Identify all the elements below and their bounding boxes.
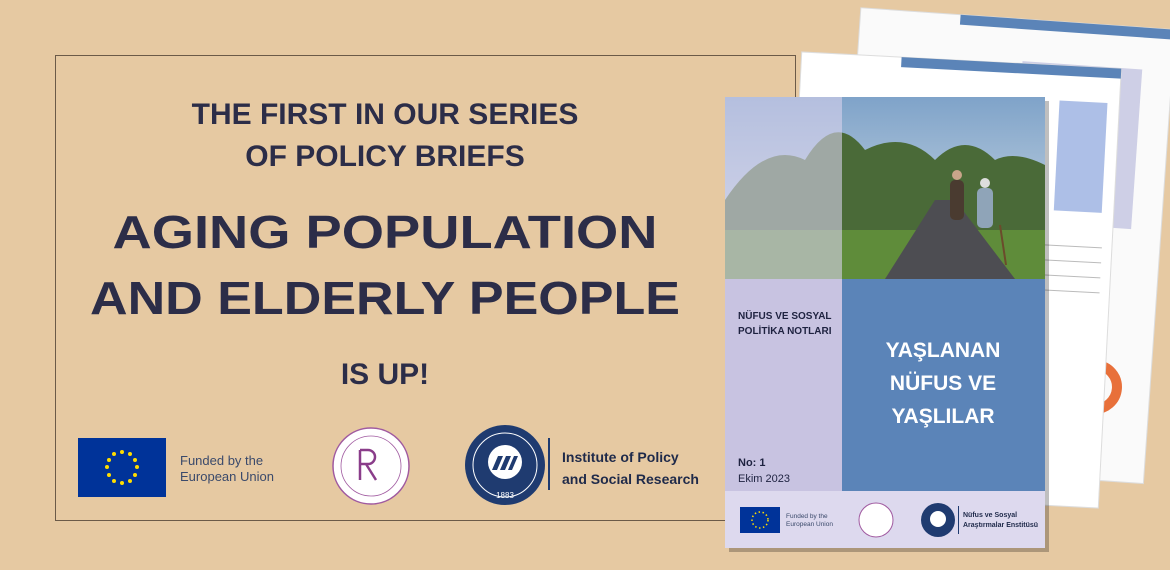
title-line: AGING POPULATION <box>113 206 658 258</box>
series-text: POLİTİKA NOTLARI <box>738 324 832 337</box>
cover-eu-flag <box>740 507 780 533</box>
page-header <box>959 14 1170 40</box>
cover-eu-text: Funded by the <box>786 513 828 520</box>
cover-left-panel <box>725 279 842 491</box>
cover-eu-stars <box>751 511 769 529</box>
cover-university-emblem <box>930 511 946 527</box>
cover-title-panel <box>842 279 1045 491</box>
cover-title: YAŞLANAN <box>886 339 1001 362</box>
photo-path <box>885 200 1015 279</box>
photo-fade <box>725 97 842 279</box>
cover-institute-text: Nüfus ve Sosyal <box>963 512 1017 519</box>
cover-divider <box>958 506 959 534</box>
rsp-mark <box>358 448 378 481</box>
eu-text: European Union <box>180 469 274 484</box>
institute-text: and Social Research <box>562 471 699 487</box>
university-year: 1883 <box>496 491 514 500</box>
rsp-logo <box>332 427 410 505</box>
intro-line: THE FIRST IN OUR SERIES <box>192 98 579 131</box>
photo-people <box>950 170 1007 266</box>
divider <box>548 438 550 490</box>
cover: NÜFUS VE SOSYAL POLİTİKA NOTLARI YAŞLANA… <box>725 97 1049 552</box>
cover-institute-text: Araştırmalar Enstitüsü <box>963 522 1038 529</box>
cover-rsp-logo <box>858 502 894 538</box>
issue-date: Ekim 2023 <box>738 473 790 485</box>
cover-title: YAŞLILAR <box>891 405 994 428</box>
page-lines <box>1039 244 1102 294</box>
eu-stars <box>105 450 139 485</box>
issue-number: No: 1 <box>738 457 766 469</box>
university-ring <box>472 432 538 498</box>
page-header <box>901 57 1122 79</box>
intro-line: OF POLICY BRIEFS <box>245 140 524 173</box>
university-mark <box>492 456 518 470</box>
page-chart <box>1053 100 1108 213</box>
institute-text: Institute of Policy <box>562 449 679 465</box>
cover-eu-text: European Union <box>786 521 833 528</box>
rsp-ring <box>340 435 402 497</box>
eu-flag <box>78 438 166 497</box>
title-line: AND ELDERLY PEOPLE <box>90 272 680 324</box>
tagline: IS UP! <box>341 358 429 391</box>
eu-text: Funded by the <box>180 453 263 468</box>
series-text: NÜFUS VE SOSYAL <box>738 309 832 322</box>
cover-title: NÜFUS VE <box>890 372 996 395</box>
